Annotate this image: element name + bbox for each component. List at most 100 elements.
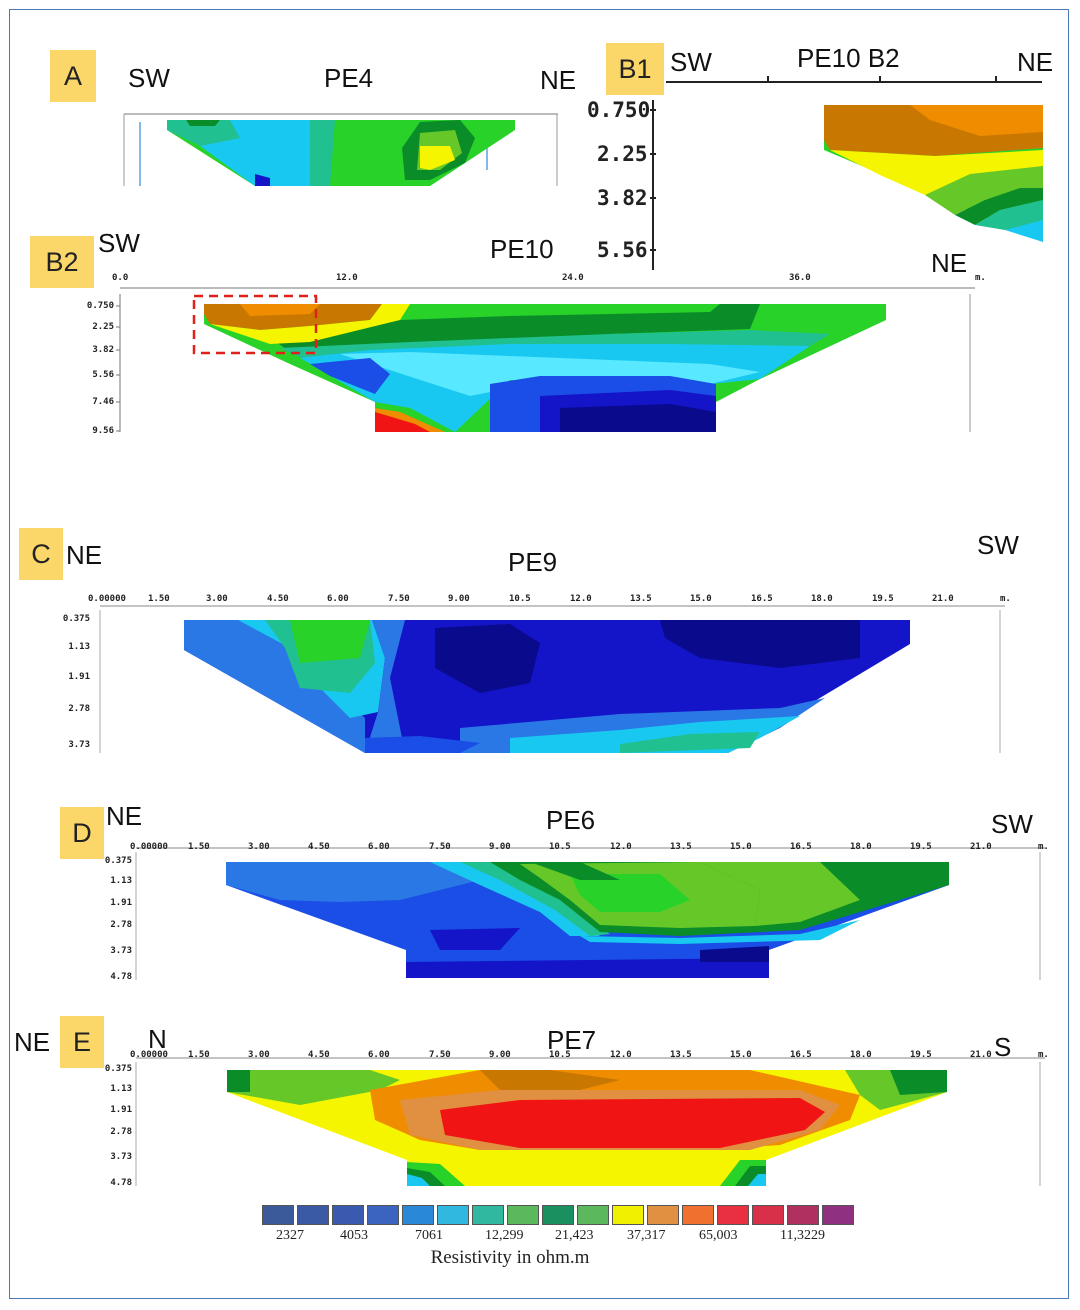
panel-b2-anomaly-green xyxy=(375,402,455,432)
panel-b2-right-label: NE xyxy=(931,248,968,278)
legend-swatch xyxy=(472,1205,504,1225)
panel-d-green-right xyxy=(700,862,860,926)
panel-a-left-label: SW xyxy=(128,63,170,93)
panel-d-x-tick: 19.5 xyxy=(910,842,932,852)
panel-b1-left-label: SW xyxy=(670,47,712,77)
panel-a-teal-left xyxy=(167,120,240,146)
panel-b1-orange xyxy=(910,105,1043,136)
panel-e-x-tick: 19.5 xyxy=(910,1050,932,1060)
panel-a-blue xyxy=(255,174,270,186)
panel-b2-orange xyxy=(240,304,320,316)
legend-swatch xyxy=(577,1205,609,1225)
panel-d-darkblue3 xyxy=(700,946,769,962)
legend-value: 7061 xyxy=(415,1228,443,1243)
legend-swatch xyxy=(402,1205,434,1225)
legend-swatch xyxy=(647,1205,679,1225)
panel-e-x-tick: 0.00000 xyxy=(130,1050,168,1060)
panel-e-x-tick: 12.0 xyxy=(610,1050,632,1060)
panel-c-depth-tick: 0.375 xyxy=(62,614,90,624)
panel-c-plot xyxy=(99,605,1005,753)
panel-a-plot xyxy=(123,113,558,186)
panel-b2-x-tick: 36.0 xyxy=(789,273,811,283)
legend-swatch xyxy=(682,1205,714,1225)
panel-e-depth-tick: 2.78 xyxy=(110,1127,132,1137)
panel-e-depth-tick: 0.375 xyxy=(104,1064,132,1074)
panel-d-darkgreen2 xyxy=(530,862,620,880)
panel-b1-darkgreen xyxy=(955,188,1043,225)
panel-a-teal-mid xyxy=(310,120,335,186)
panel-tag-b1: B1 xyxy=(606,43,664,95)
panel-b2-title: PE10 xyxy=(490,234,554,264)
panel-c-x-tick: 21.0 xyxy=(932,594,954,604)
panel-b1-plot xyxy=(650,76,1043,270)
panel-tag-c: C xyxy=(19,528,63,580)
panel-b2-x-tick: 24.0 xyxy=(562,273,584,283)
panel-d-right-label: SW xyxy=(991,809,1033,839)
panel-d-teal xyxy=(460,862,610,936)
panel-d-x-tick: 13.5 xyxy=(670,842,692,852)
panel-c-title: PE9 xyxy=(508,547,558,577)
panel-c-x-tick: 15.0 xyxy=(690,594,712,604)
legend-value: 4053 xyxy=(340,1228,368,1243)
legend-value: 21,423 xyxy=(555,1228,594,1243)
panel-d-depth-tick: 3.73 xyxy=(110,946,132,956)
panel-c-x-tick: 1.50 xyxy=(148,594,170,604)
figure-frame xyxy=(9,9,1069,1299)
panel-tag-d: D xyxy=(60,807,104,859)
panel-e-x-tick: 4.50 xyxy=(308,1050,330,1060)
panel-d-cyan xyxy=(430,862,600,936)
panel-c-blue xyxy=(184,620,365,753)
panel-d-x-tick: 7.50 xyxy=(429,842,451,852)
panel-d-x-tick: 0.00000 xyxy=(130,842,168,852)
panel-tag-a: A xyxy=(50,50,96,102)
panel-b1-lightgreen xyxy=(925,166,1043,215)
legend-swatch xyxy=(717,1205,749,1225)
panel-b1-section xyxy=(580,70,1050,275)
panel-b1-title: PE10 B2 xyxy=(797,43,900,73)
panel-b2-x-tick: 12.0 xyxy=(336,273,358,283)
panel-b2-plot xyxy=(116,287,975,432)
panel-d-x-tick: m. xyxy=(1038,842,1049,852)
legend-color-bar xyxy=(262,1205,856,1229)
panel-c-lower-blue2 xyxy=(365,736,480,753)
legend-value: 37,317 xyxy=(627,1228,666,1243)
panel-b1-depth-tick: 3.82 xyxy=(597,186,648,210)
panel-d-x-tick: 10.5 xyxy=(549,842,571,852)
panel-e-x-tick: 16.5 xyxy=(790,1050,812,1060)
panel-d-x-tick: 9.00 xyxy=(489,842,511,852)
panel-b2-x-tick: 0.0 xyxy=(112,273,129,283)
panel-e-brown xyxy=(480,1070,620,1090)
panel-e-left-label: N xyxy=(148,1024,167,1054)
panel-b2-blue xyxy=(310,358,390,394)
panel-e-outer-label: NE xyxy=(14,1027,51,1057)
legend-swatch xyxy=(752,1205,784,1225)
panel-c-x-tick: 6.00 xyxy=(327,594,349,604)
legend-swatch xyxy=(822,1205,854,1225)
panel-d-x-tick: 6.00 xyxy=(368,842,390,852)
panel-e-x-tick: 9.00 xyxy=(489,1050,511,1060)
panel-a-teal-top xyxy=(186,120,220,126)
panel-e-darkgreen-left xyxy=(227,1070,250,1092)
panel-c-x-tick: 3.00 xyxy=(206,594,228,604)
panel-e-x-tick: 6.00 xyxy=(368,1050,390,1060)
panel-b2-lightcyan xyxy=(340,352,760,396)
panel-e-depth-tick: 1.91 xyxy=(110,1105,132,1115)
panel-b2-anomaly-red2 xyxy=(375,412,430,432)
panel-c-blue-stripe xyxy=(365,620,405,753)
panel-c-x-tick: 13.5 xyxy=(630,594,652,604)
panel-a-title: PE4 xyxy=(324,63,374,93)
panel-e-x-tick: 15.0 xyxy=(730,1050,752,1060)
panel-c-depth-tick: 3.73 xyxy=(68,740,90,750)
panel-b2-depth-tick: 2.25 xyxy=(92,322,114,332)
panel-d-lightgreen xyxy=(570,874,690,912)
panel-d-x-tick: 21.0 xyxy=(970,842,992,852)
panel-e-right-label: S xyxy=(994,1032,1012,1062)
panel-d-x-tick: 15.0 xyxy=(730,842,752,852)
panel-e-plot xyxy=(135,1057,1045,1186)
legend-swatch xyxy=(367,1205,399,1225)
panel-c-x-tick: 12.0 xyxy=(570,594,592,604)
panel-d-title: PE6 xyxy=(546,805,596,835)
panel-b2-depth-tick: 5.56 xyxy=(92,370,114,380)
panel-d-section xyxy=(100,840,1060,985)
panel-b2-yellow xyxy=(210,304,410,344)
